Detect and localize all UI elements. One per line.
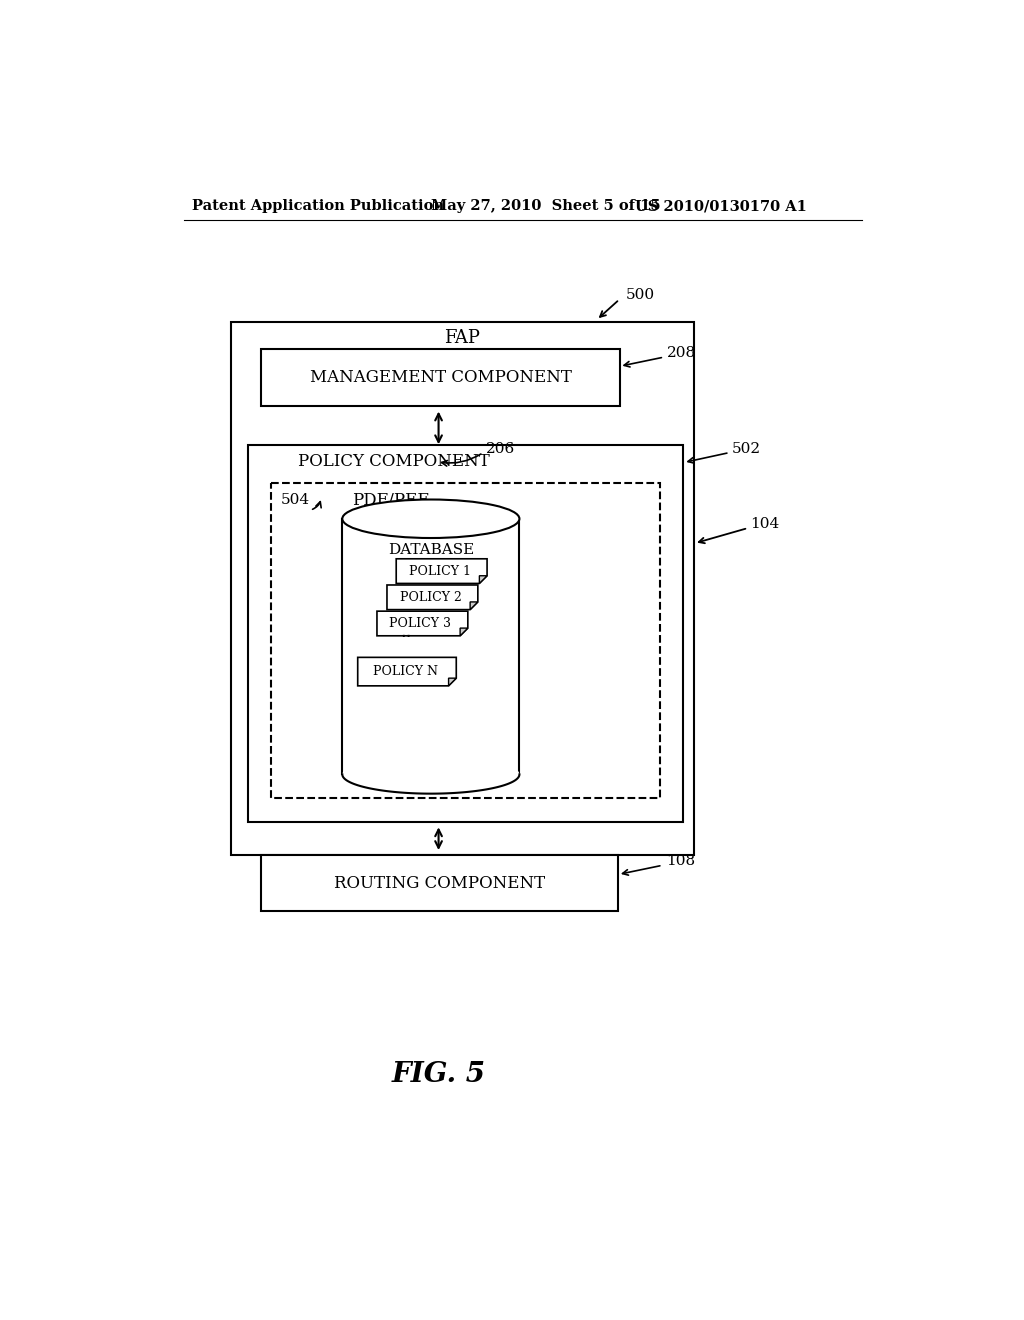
- Polygon shape: [261, 350, 620, 407]
- Text: PDF/PEF: PDF/PEF: [352, 492, 429, 508]
- Text: 104: 104: [751, 517, 779, 531]
- Text: US 2010/0130170 A1: US 2010/0130170 A1: [635, 199, 807, 213]
- Text: 208: 208: [668, 346, 696, 360]
- Text: FAP: FAP: [444, 329, 480, 347]
- Polygon shape: [387, 585, 478, 610]
- Text: May 27, 2010  Sheet 5 of 15: May 27, 2010 Sheet 5 of 15: [431, 199, 660, 213]
- Polygon shape: [230, 322, 694, 855]
- Polygon shape: [377, 611, 468, 636]
- Polygon shape: [249, 445, 683, 822]
- Text: 500: 500: [626, 289, 654, 302]
- Polygon shape: [449, 678, 457, 686]
- Ellipse shape: [342, 755, 519, 793]
- Polygon shape: [357, 657, 457, 686]
- Polygon shape: [396, 558, 487, 583]
- Polygon shape: [261, 855, 617, 911]
- Text: 108: 108: [666, 854, 695, 869]
- Polygon shape: [460, 628, 468, 636]
- Text: 504: 504: [281, 494, 310, 507]
- Text: POLICY 3: POLICY 3: [389, 616, 452, 630]
- Text: ··: ··: [400, 628, 412, 645]
- Text: POLICY N: POLICY N: [373, 665, 437, 678]
- Ellipse shape: [342, 499, 519, 539]
- Polygon shape: [470, 602, 478, 610]
- Text: 206: 206: [485, 442, 515, 455]
- Text: POLICY 2: POLICY 2: [399, 591, 462, 603]
- Text: DATABASE: DATABASE: [388, 543, 474, 557]
- Text: Patent Application Publication: Patent Application Publication: [193, 199, 444, 213]
- Text: POLICY COMPONENT: POLICY COMPONENT: [298, 453, 490, 470]
- Text: 502: 502: [732, 442, 761, 455]
- Text: FIG. 5: FIG. 5: [391, 1061, 485, 1088]
- Text: MANAGEMENT COMPONENT: MANAGEMENT COMPONENT: [309, 370, 571, 387]
- Text: ROUTING COMPONENT: ROUTING COMPONENT: [334, 875, 545, 892]
- Polygon shape: [479, 576, 487, 583]
- Text: POLICY 1: POLICY 1: [409, 565, 471, 578]
